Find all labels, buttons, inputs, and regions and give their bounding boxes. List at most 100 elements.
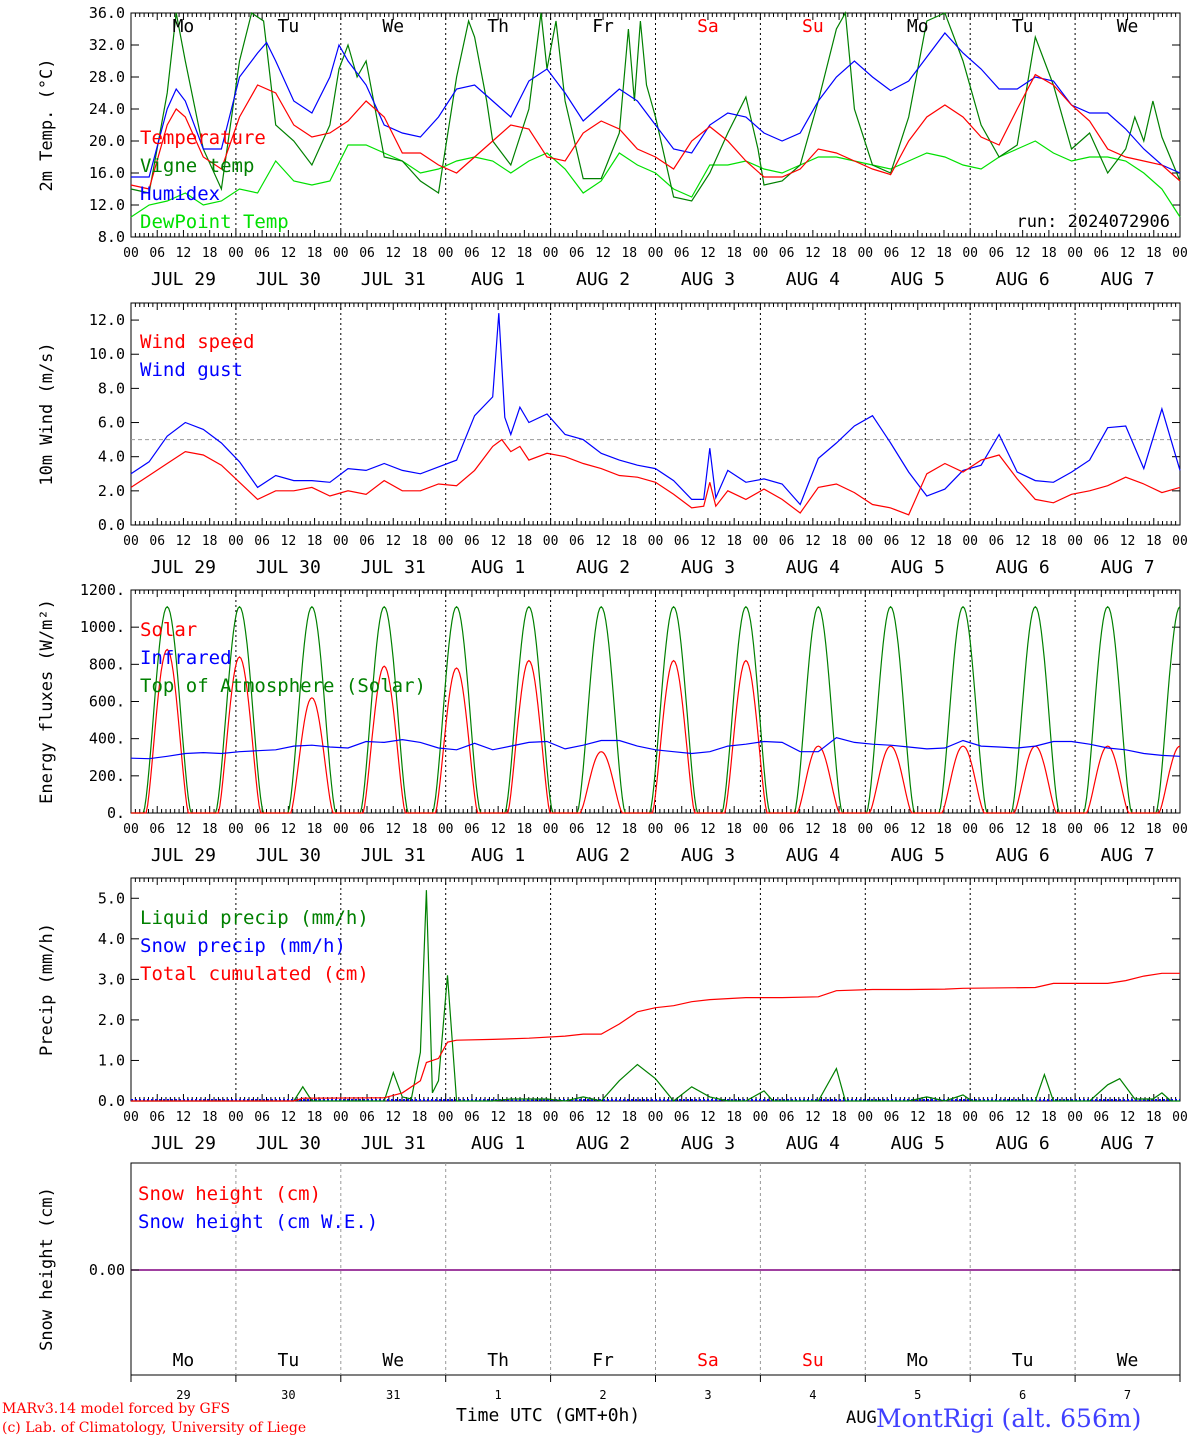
- panel-4-hour-label: 06: [254, 1110, 270, 1125]
- panel-4-date-label: AUG 3: [681, 1133, 735, 1154]
- series-dewpoint-temp: [130, 140, 1181, 218]
- panel-3-hour-label: 12: [1120, 822, 1136, 837]
- panel-1-hour-label: 18: [202, 246, 218, 261]
- weekday-label-bottom: We: [382, 1350, 404, 1371]
- time-axis-label: Time UTC (GMT+0h): [456, 1405, 641, 1426]
- panel-1-hour-label: 00: [648, 246, 664, 261]
- panel-2-hour-label: 12: [1120, 534, 1136, 549]
- panel-3-y-axis-label: Energy fluxes (W/m²): [37, 599, 57, 804]
- panel-1-hour-label: 06: [884, 246, 900, 261]
- panel-1-legend-entry: Temperature: [140, 127, 266, 149]
- panel-4-y-tick-label: 5.0: [98, 889, 125, 907]
- panel-4-y-tick-label: 3.0: [98, 970, 125, 988]
- panel-1-hour-label: 18: [307, 246, 323, 261]
- panel-1-date-label: AUG 6: [996, 269, 1050, 290]
- panel-1-hour-label: 12: [1015, 246, 1031, 261]
- panel-4-hour-label: 12: [1120, 1110, 1136, 1125]
- panel-3-hour-label: 00: [123, 822, 139, 837]
- panel-2-hour-label: 18: [726, 534, 742, 549]
- panel-3-date-label: AUG 4: [786, 845, 840, 866]
- panel-1-hour-label: 00: [857, 246, 873, 261]
- panel-3-hour-label: 06: [884, 822, 900, 837]
- panel-4-hour-label: 18: [412, 1110, 428, 1125]
- panel-3-hour-label: 06: [1093, 822, 1109, 837]
- panel-4-hour-label: 12: [910, 1110, 926, 1125]
- weekday-label-bottom: Su: [802, 1350, 824, 1371]
- panel-3-date-label: AUG 5: [891, 845, 945, 866]
- panel-1-legend-entry: Humidex: [140, 183, 220, 205]
- panel-1-hour-label: 18: [1146, 246, 1162, 261]
- panel-4-legend-entry: Total cumulated (cm): [140, 963, 369, 985]
- panel-2-y-tick-label: 2.0: [98, 482, 125, 500]
- panel-2-legend-entry: Wind gust: [140, 359, 243, 381]
- panel-3-hour-label: 00: [543, 822, 559, 837]
- panel-2-hour-label: 12: [385, 534, 401, 549]
- panel-3-date-label: AUG 3: [681, 845, 735, 866]
- panel-1-hour-label: 00: [123, 246, 139, 261]
- panel-4-hour-label: 18: [1041, 1110, 1057, 1125]
- panel-4-date-label: JUL 29: [151, 1133, 216, 1154]
- panel-3-hour-label: 12: [910, 822, 926, 837]
- panel-2-hour-label: 06: [254, 534, 270, 549]
- panel-2-date-label: AUG 7: [1100, 557, 1154, 578]
- panel-2-hour-label: 18: [517, 534, 533, 549]
- panel-3-hour-label: 18: [726, 822, 742, 837]
- panel-1-y-axis-label: 2m Temp. (°C): [37, 58, 57, 191]
- panel-2-date-label: AUG 2: [576, 557, 630, 578]
- panel-1-y-tick-label: 20.0: [89, 132, 125, 150]
- series-vigne-temp: [130, 11, 1181, 202]
- panel-1-date-label: JUL 30: [256, 269, 321, 290]
- panel-4-hour-label: 00: [438, 1110, 454, 1125]
- panel-1-hour-label: 18: [726, 246, 742, 261]
- weekday-label-bottom: Tu: [278, 1350, 300, 1371]
- panel-1-y-tick-label: 24.0: [89, 100, 125, 118]
- panel-1-hour-label: 06: [1093, 246, 1109, 261]
- panel-2-date-label: JUL 31: [361, 557, 426, 578]
- panel-2-hour-label: 18: [307, 534, 323, 549]
- panel-4-hour-label: 00: [857, 1110, 873, 1125]
- panel-2-hour-label: 00: [333, 534, 349, 549]
- panel-4-hour-label: 06: [359, 1110, 375, 1125]
- panel-2-hour-label: 12: [805, 534, 821, 549]
- panel-2-hour-label: 18: [1146, 534, 1162, 549]
- weekday-label-bottom: We: [1117, 1350, 1139, 1371]
- station-title: MontRigi (alt. 656m): [876, 1404, 1142, 1433]
- panel-4-hour-label: 12: [805, 1110, 821, 1125]
- panel-2-hour-label: 00: [962, 534, 978, 549]
- lab-credit: (c) Lab. of Climatology, University of L…: [2, 1420, 307, 1436]
- panel-2-hour-label: 18: [831, 534, 847, 549]
- panel-2-hour-label: 06: [884, 534, 900, 549]
- panel-4-hour-label: 18: [1146, 1110, 1162, 1125]
- panel-4-date-label: AUG 7: [1100, 1133, 1154, 1154]
- panel-4-hour-label: 12: [595, 1110, 611, 1125]
- panel-1-hour-label: 00: [962, 246, 978, 261]
- panel-1-hour-label: 12: [700, 246, 716, 261]
- panel-1-hour-label: 18: [517, 246, 533, 261]
- series-solar: [131, 648, 1181, 814]
- panel-3-hour-label: 00: [1172, 822, 1188, 837]
- panel-3-hour-label: 12: [1015, 822, 1031, 837]
- panel-4-hour-label: 06: [464, 1110, 480, 1125]
- panel-2-hour-label: 00: [1067, 534, 1083, 549]
- panel-3-date-label: AUG 7: [1100, 845, 1154, 866]
- panel-4-y-axis-label: Precip (mm/h): [37, 923, 57, 1056]
- day-number-label: 1: [495, 1388, 502, 1402]
- model-credit: MARv3.14 model forced by GFS: [2, 1401, 231, 1417]
- panel-4-date-label: JUL 31: [361, 1133, 426, 1154]
- panel-5-legend-entry: Snow height (cm W.E.): [138, 1211, 378, 1233]
- panel-1-y-tick-label: 8.0: [98, 228, 125, 246]
- panel-2-hour-label: 12: [1015, 534, 1031, 549]
- panel-3-date-label: JUL 30: [256, 845, 321, 866]
- panel-1-hour-label: 06: [989, 246, 1005, 261]
- panel-4-hour-label: 12: [385, 1110, 401, 1125]
- panel-3-date-label: AUG 2: [576, 845, 630, 866]
- panel-4-date-label: AUG 4: [786, 1133, 840, 1154]
- weekday-label: We: [382, 16, 404, 37]
- panel-1-legend-entry: DewPoint Temp: [140, 211, 289, 233]
- panel-1-hour-label: 06: [569, 246, 585, 261]
- series-total-cumulated-cm: [131, 972, 1180, 1102]
- panel-2-hour-label: 00: [857, 534, 873, 549]
- panel-3-y-tick-label: 1200.: [80, 581, 125, 599]
- panel-1-hour-label: 18: [1041, 246, 1057, 261]
- panel-2-hour-label: 06: [989, 534, 1005, 549]
